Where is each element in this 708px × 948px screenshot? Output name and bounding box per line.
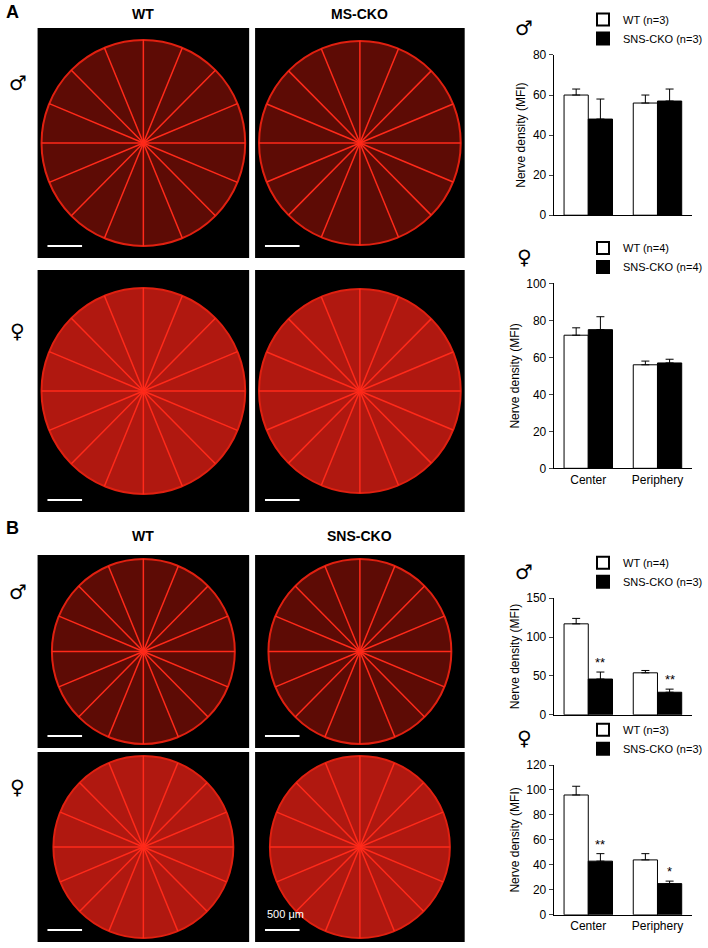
svg-text:♂: ♂ [515,16,533,40]
svg-text:40: 40 [533,128,547,142]
svg-text:♀: ♀ [517,245,532,269]
svg-text:Periphery: Periphery [632,919,683,933]
svg-text:**: ** [595,655,605,670]
svg-text:0: 0 [540,208,547,222]
svg-text:150: 150 [526,591,546,605]
svg-text:WT (n=3): WT (n=3) [623,724,669,736]
svg-text:20: 20 [533,425,547,439]
svg-text:B: B [6,518,19,538]
svg-text:500 μm: 500 μm [267,908,304,920]
svg-text:SNS-CKO (n=3): SNS-CKO (n=3) [623,743,702,755]
svg-text:SNS-CKO (n=4): SNS-CKO (n=4) [623,261,702,273]
svg-text:WT (n=3): WT (n=3) [623,14,669,26]
svg-text:**: ** [595,837,605,852]
svg-text:0: 0 [540,462,547,476]
svg-text:Nerve density (MFI): Nerve density (MFI) [508,604,522,709]
svg-text:100: 100 [526,783,546,797]
svg-text:*: * [667,864,672,879]
svg-text:Center: Center [570,919,606,933]
svg-text:♀: ♀ [10,775,25,799]
svg-text:MS-CKO: MS-CKO [331,6,388,22]
svg-text:**: ** [665,672,675,687]
svg-text:A: A [6,2,19,22]
svg-text:20: 20 [533,168,547,182]
svg-text:20: 20 [533,883,547,897]
svg-text:WT (n=4): WT (n=4) [623,557,669,569]
svg-text:80: 80 [533,48,547,62]
svg-text:40: 40 [533,858,547,872]
svg-text:50: 50 [533,669,547,683]
svg-text:♂: ♂ [9,71,27,95]
svg-text:Nerve density (MFI): Nerve density (MFI) [508,323,522,428]
svg-text:WT: WT [132,6,154,22]
svg-text:WT (n=4): WT (n=4) [623,242,669,254]
svg-text:SNS-CKO: SNS-CKO [327,528,392,544]
svg-text:♂: ♂ [515,560,533,584]
svg-text:80: 80 [533,314,547,328]
svg-text:100: 100 [526,630,546,644]
svg-text:Nerve density (MFI): Nerve density (MFI) [514,82,528,187]
svg-text:120: 120 [526,758,546,772]
svg-text:100: 100 [526,277,546,291]
svg-text:Periphery: Periphery [632,473,683,487]
svg-text:♂: ♂ [9,580,27,604]
svg-text:♀: ♀ [10,319,25,343]
svg-text:80: 80 [533,808,547,822]
svg-text:SNS-CKO (n=3): SNS-CKO (n=3) [623,33,702,45]
svg-text:Nerve density (MFI): Nerve density (MFI) [508,787,522,892]
svg-text:0: 0 [540,708,547,722]
svg-text:60: 60 [533,833,547,847]
svg-text:Center: Center [570,473,606,487]
svg-text:60: 60 [533,88,547,102]
svg-text:60: 60 [533,351,547,365]
svg-text:♀: ♀ [517,726,532,750]
svg-text:WT: WT [132,528,154,544]
svg-text:SNS-CKO (n=3): SNS-CKO (n=3) [623,576,702,588]
svg-text:40: 40 [533,388,547,402]
svg-text:0: 0 [540,908,547,922]
